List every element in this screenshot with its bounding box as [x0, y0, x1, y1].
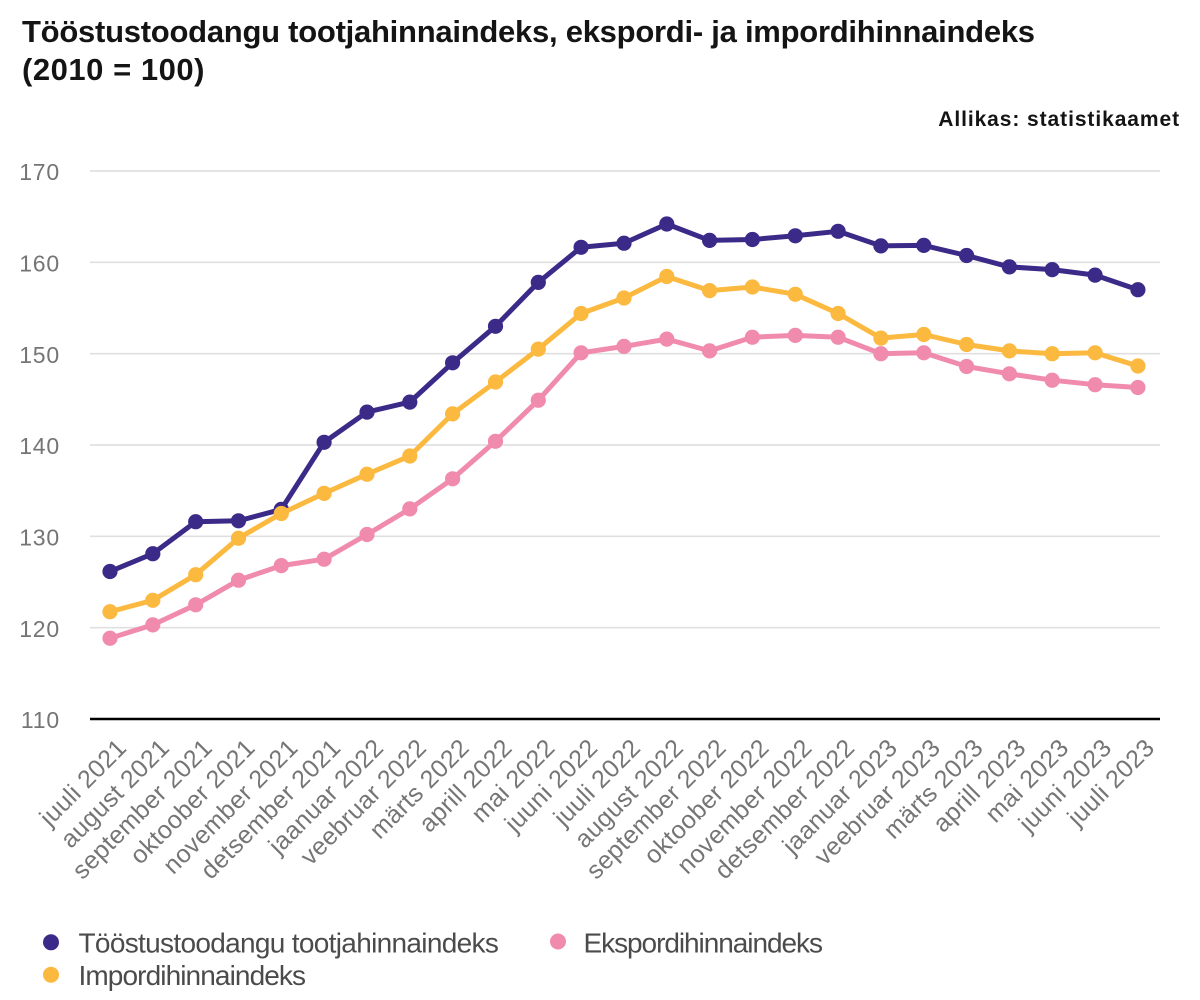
svg-text:120: 120	[19, 616, 60, 642]
svg-text:170: 170	[19, 159, 60, 185]
svg-text:Ekspordihinnaindeks: Ekspordihinnaindeks	[584, 928, 822, 959]
svg-text:160: 160	[19, 251, 60, 277]
svg-text:Tööstustoodangu tootjahinnaind: Tööstustoodangu tootjahinnaindeks	[79, 928, 499, 959]
svg-text:130: 130	[19, 525, 60, 551]
svg-text:110: 110	[21, 707, 60, 733]
svg-text:Impordihinnaindeks: Impordihinnaindeks	[79, 960, 306, 991]
svg-text:140: 140	[19, 433, 60, 459]
svg-text:150: 150	[19, 342, 60, 368]
